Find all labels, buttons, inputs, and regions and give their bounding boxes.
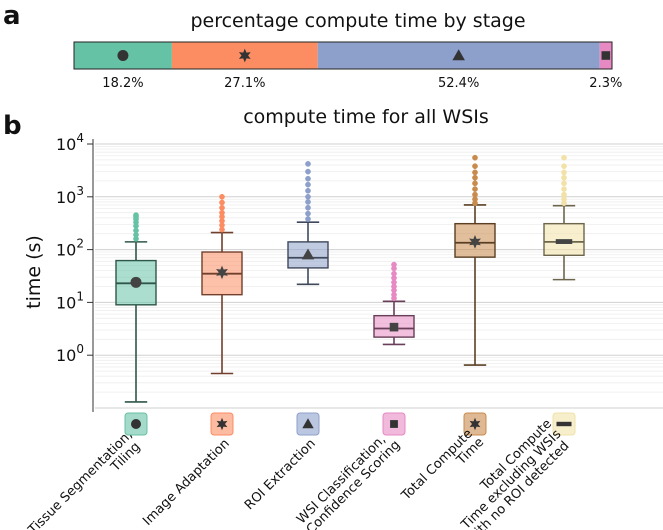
panel-a-letter: a [3, 1, 21, 31]
outlier-point [472, 180, 478, 187]
stacked-bar-title: percentage compute time by stage [190, 10, 525, 32]
outlier-point [561, 191, 567, 198]
outlier-point [472, 186, 478, 192]
boxplot-1 [115, 212, 157, 403]
boxplot-2 [201, 193, 243, 375]
outlier-point [472, 169, 478, 176]
outlier-point [305, 168, 311, 175]
y-tick-label-3: 103 [56, 184, 84, 207]
mean-marker [130, 276, 142, 288]
outlier-point [219, 199, 225, 206]
stacked-bar: 18.2% 27.1% 52.4% 2.3% [73, 41, 622, 91]
outlier-point [561, 180, 567, 187]
outlier-point [391, 261, 397, 268]
y-tick-exponent: 1 [76, 289, 84, 303]
x-category-label-5: Total ComputeTime [398, 425, 487, 514]
segment-percent-label-1: 18.2% [102, 76, 143, 91]
boxplot-3 [287, 161, 329, 286]
y-tick-label-0: 100 [56, 342, 84, 365]
legend-marker-5 [469, 417, 481, 431]
stacked-bar-frame [73, 41, 613, 70]
boxplot-5 [454, 154, 496, 366]
x-category-label-line: Image Adaptation [140, 436, 233, 529]
outlier-point [561, 186, 567, 192]
outlier-point [561, 154, 567, 161]
outlier-point [219, 209, 225, 216]
x-category-label-line: ROI Extraction [242, 436, 319, 513]
y-tick-label-1: 101 [56, 289, 84, 312]
outlier-point [305, 216, 311, 222]
segment-marker-1 [117, 50, 129, 61]
mean-marker [216, 265, 228, 280]
y-tick-exponent: 2 [76, 237, 84, 251]
y-tick-exponent: 3 [76, 184, 84, 198]
mean-marker [389, 322, 399, 332]
y-tick-label-2: 102 [56, 237, 84, 260]
outlier-point [305, 175, 311, 182]
y-tick-label-4: 104 [56, 131, 84, 154]
legend-marker-2 [216, 417, 228, 431]
mean-marker [555, 239, 573, 244]
segment-marker-3 [452, 49, 465, 61]
outlier-point [472, 174, 478, 181]
segment-marker-2 [238, 48, 251, 63]
boxplot-6 [543, 154, 585, 281]
legend-marker-1 [131, 419, 141, 429]
legend-marker-3 [302, 418, 314, 429]
category-legend [124, 412, 576, 436]
outlier-point [561, 163, 567, 170]
panel-b-letter: b [3, 111, 22, 141]
outlier-point [305, 181, 311, 188]
gridlines [95, 143, 663, 409]
mean-marker [469, 235, 481, 249]
y-tick-base: 10 [56, 135, 76, 154]
outlier-point [305, 199, 311, 205]
outlier-point [561, 169, 567, 176]
x-category-label-2: Image Adaptation [140, 436, 233, 529]
y-tick-base: 10 [56, 293, 76, 312]
outlier-point [561, 174, 567, 181]
outlier-point [219, 193, 225, 200]
outlier-point [391, 270, 397, 277]
outlier-point [305, 193, 311, 200]
segment-percent-label-2: 27.1% [224, 76, 265, 91]
y-tick-base: 10 [56, 188, 76, 207]
x-category-label-1: Tissue Segmentation,Tiling [25, 428, 146, 530]
outlier-point [305, 210, 311, 217]
outlier-point [472, 154, 478, 161]
legend-marker-4 [390, 420, 398, 428]
segment-marker-4 [601, 51, 611, 60]
outlier-point [305, 161, 311, 167]
segment-percent-label-4: 2.3% [589, 76, 622, 91]
boxplot-title: compute time for all WSIs [243, 106, 489, 128]
y-axis-label: time (s) [23, 235, 45, 309]
y-tick-base: 10 [56, 346, 76, 365]
boxplots [115, 154, 585, 403]
x-category-label-3: ROI Extraction [242, 436, 319, 513]
outlier-point [305, 187, 311, 194]
y-tick-base: 10 [56, 241, 76, 260]
outlier-point [219, 204, 225, 211]
outlier-point [305, 204, 311, 211]
outlier-point [472, 191, 478, 198]
y-tick-exponent: 4 [76, 131, 84, 145]
boxplot-4 [373, 261, 415, 346]
x-category-label-line: Confidence Scoring [304, 438, 404, 530]
legend-marker-6 [556, 421, 572, 427]
segment-percent-label-3: 52.4% [438, 76, 479, 91]
outlier-point [472, 163, 478, 170]
outlier-point [133, 212, 139, 218]
x-category-label-line: Tissue Segmentation, [25, 428, 136, 530]
mean-marker [301, 248, 315, 260]
y-tick-exponent: 0 [76, 342, 84, 356]
